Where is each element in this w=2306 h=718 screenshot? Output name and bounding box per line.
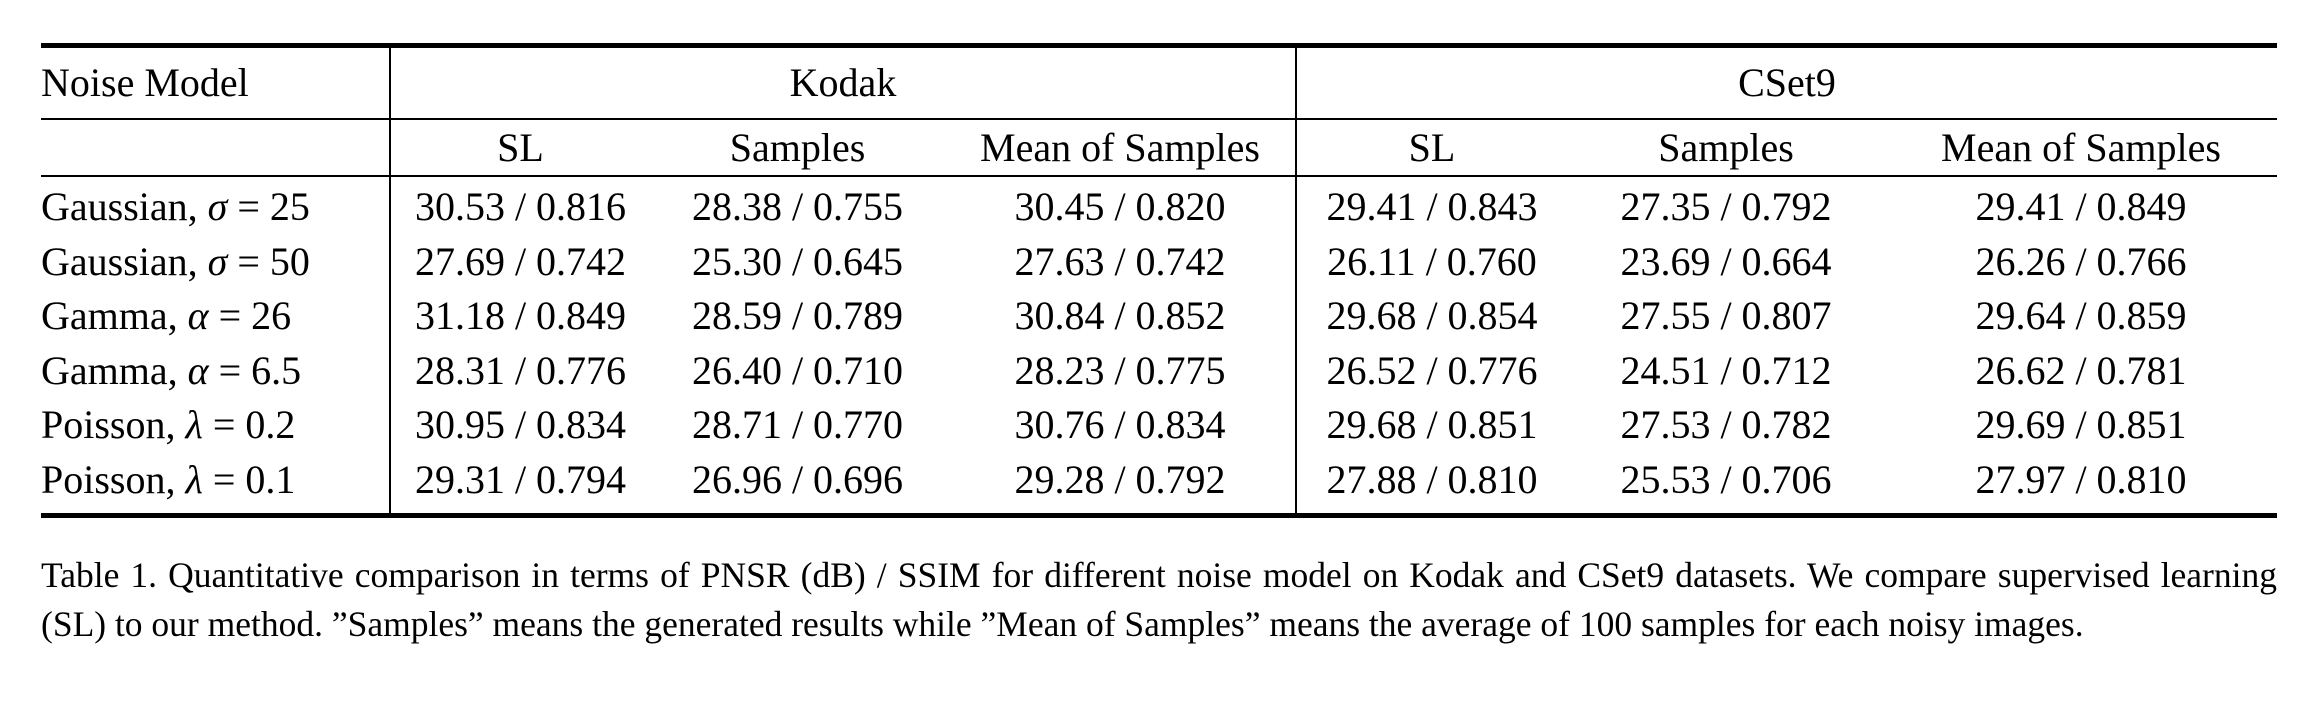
table-caption: Table 1. Quantitative comparison in term… [41,555,2277,644]
value-cell: 31.18 / 0.849 [389,289,650,344]
value-cell: 29.41 / 0.849 [1975,184,2187,230]
table-row: Gamma, α = 26 31.18 / 0.849 28.59 / 0.78… [41,289,2277,344]
value-cell: 26.62 / 0.781 [1975,347,2187,393]
noise-model-cell: Gaussian, σ = 25 [41,184,310,230]
value-cell: 30.76 / 0.834 [1014,402,1226,448]
header-row-groups: Noise Model Kodak CSet9 [41,45,2277,120]
value-cell: 29.68 / 0.854 [1295,289,1567,344]
kodak-sl-header: SL [389,119,650,177]
cset9-group-header: CSet9 [1295,45,2277,120]
cset9-mean-header: Mean of Samples [1885,119,2277,177]
value-cell: 24.51 / 0.712 [1620,347,1832,393]
cset9-sl-header: SL [1295,119,1567,177]
value-cell: 30.53 / 0.816 [389,176,650,235]
value-cell: 26.40 / 0.710 [691,347,904,393]
results-table: Noise Model Kodak CSet9 SL Samples Mean … [41,43,2277,518]
value-cell: 26.96 / 0.696 [691,456,904,502]
value-cell: 23.69 / 0.664 [1620,238,1832,284]
value-cell: 29.69 / 0.851 [1975,402,2187,448]
table-row: Poisson, λ = 0.1 29.31 / 0.794 26.96 / 0… [41,452,2277,516]
value-cell: 28.23 / 0.775 [1014,347,1226,393]
value-cell: 30.84 / 0.852 [1014,293,1226,339]
empty-header-cell [41,119,390,177]
value-cell: 28.31 / 0.776 [389,343,650,398]
value-cell: 27.55 / 0.807 [1620,293,1832,339]
value-cell: 28.59 / 0.789 [691,293,904,339]
kodak-group-header: Kodak [389,45,1296,120]
kodak-mean-header: Mean of Samples [945,119,1296,177]
value-cell: 30.95 / 0.834 [389,398,650,453]
kodak-samples-header: Samples [650,119,945,177]
noise-model-header: Noise Model [41,45,390,120]
value-cell: 26.52 / 0.776 [1295,343,1567,398]
header-row-subcolumns: SL Samples Mean of Samples SL Samples Me… [41,119,2277,177]
value-cell: 27.97 / 0.810 [1975,456,2187,502]
value-cell: 26.26 / 0.766 [1975,238,2187,284]
value-cell: 27.53 / 0.782 [1620,402,1832,448]
noise-model-cell: Poisson, λ = 0.2 [41,402,296,448]
table-row: Poisson, λ = 0.2 30.95 / 0.834 28.71 / 0… [41,398,2277,453]
noise-model-cell: Gaussian, σ = 50 [41,238,310,284]
value-cell: 28.38 / 0.755 [691,184,904,230]
value-cell: 27.69 / 0.742 [389,234,650,289]
value-cell: 29.31 / 0.794 [389,452,650,516]
table-row: Gaussian, σ = 50 27.69 / 0.742 25.30 / 0… [41,234,2277,289]
value-cell: 27.88 / 0.810 [1295,452,1567,516]
noise-model-cell: Gamma, α = 6.5 [41,347,302,393]
value-cell: 26.11 / 0.760 [1295,234,1567,289]
value-cell: 25.53 / 0.706 [1620,456,1832,502]
noise-model-cell: Poisson, λ = 0.1 [41,456,296,502]
table-row: Gamma, α = 6.5 28.31 / 0.776 26.40 / 0.7… [41,343,2277,398]
value-cell: 29.28 / 0.792 [1014,456,1226,502]
value-cell: 30.45 / 0.820 [1014,184,1226,230]
value-cell: 29.68 / 0.851 [1295,398,1567,453]
value-cell: 27.35 / 0.792 [1620,184,1832,230]
cset9-samples-header: Samples [1567,119,1885,177]
results-table-container: Noise Model Kodak CSet9 SL Samples Mean … [41,43,2277,518]
value-cell: 25.30 / 0.645 [691,238,904,284]
value-cell: 27.63 / 0.742 [1014,238,1226,284]
value-cell: 29.41 / 0.843 [1295,176,1567,235]
value-cell: 29.64 / 0.859 [1975,293,2187,339]
noise-model-cell: Gamma, α = 26 [41,293,292,339]
table-row: Gaussian, σ = 25 30.53 / 0.816 28.38 / 0… [41,176,2277,235]
value-cell: 28.71 / 0.770 [691,402,904,448]
